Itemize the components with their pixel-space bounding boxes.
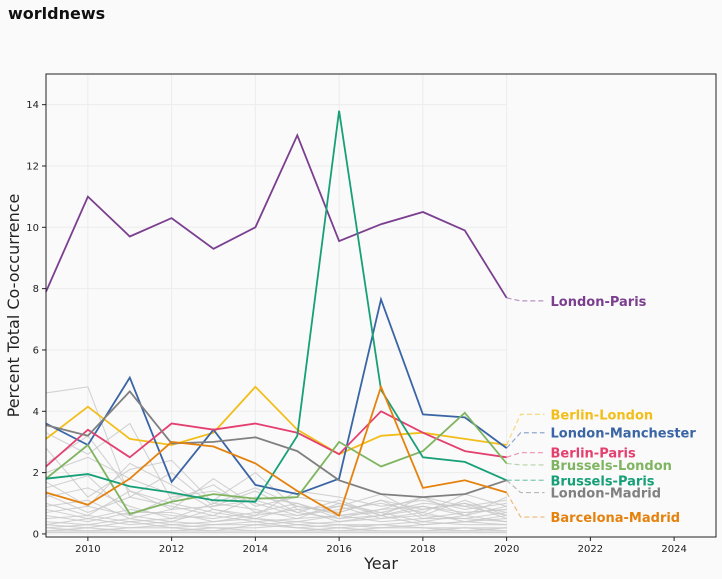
y-axis-label: Percent Total Co-occurrence: [4, 194, 23, 418]
series-label: Barcelona-Madrid: [551, 511, 681, 526]
series-line-london-paris: [45, 132, 508, 299]
x-tick-label: 2022: [578, 544, 603, 555]
series-connector: [506, 297, 545, 302]
background-series-line: [45, 505, 507, 520]
series-line-london-madrid: [45, 390, 507, 499]
series-line-london-manchester: [45, 296, 508, 496]
x-tick-label: 2016: [326, 544, 351, 555]
y-tick-label: 4: [33, 407, 39, 418]
y-tick-label: 6: [33, 345, 39, 356]
background-series-line: [45, 422, 507, 520]
series-label: Berlin-Paris: [551, 447, 637, 462]
background-series-line: [45, 518, 507, 526]
series-line-berlin-paris: [45, 410, 507, 468]
background-series-line: [45, 456, 507, 517]
x-axis-label: Year: [363, 554, 398, 573]
series-line-berlin-london: [45, 385, 507, 456]
chart-title: worldnews: [8, 4, 106, 23]
series-connector: [506, 462, 545, 466]
x-tick-label: 2014: [243, 544, 268, 555]
y-tick-label: 8: [33, 284, 39, 295]
series-label: Brussels-London: [551, 459, 672, 474]
x-tick-label: 2012: [159, 544, 184, 555]
x-tick-label: 2018: [410, 544, 435, 555]
background-series-line: [45, 499, 507, 520]
series-label: Berlin-London: [551, 408, 654, 423]
series-line-brussels-paris: [45, 110, 507, 503]
background-series-line: [45, 514, 507, 523]
x-tick-label: 2010: [75, 544, 100, 555]
series-label: Brussels-Paris: [551, 474, 655, 489]
plot-area: [46, 74, 716, 537]
background-series-line: [45, 435, 507, 514]
background-series-line: [45, 521, 507, 529]
y-tick-label: 14: [26, 100, 39, 111]
axes-frame: [45, 73, 717, 538]
series-label: London-Manchester: [551, 427, 697, 442]
background-series-line: [45, 475, 507, 517]
background-series-line: [45, 508, 507, 523]
background-series-line: [45, 524, 507, 532]
series-connector: [506, 492, 545, 518]
series-connector: [506, 479, 545, 494]
series-line-barcelona-madrid: [45, 384, 507, 517]
y-tick-label: 0: [33, 529, 39, 540]
series-connector: [506, 452, 545, 458]
y-tick-label: 10: [26, 223, 39, 234]
y-tick-label: 2: [33, 468, 39, 479]
series-line-brussels-london: [45, 411, 508, 516]
x-tick-label: 2024: [661, 544, 686, 555]
y-tick-label: 12: [26, 161, 39, 172]
background-series-line: [45, 462, 507, 517]
series-connector: [506, 413, 545, 446]
x-tick-label: 2020: [494, 544, 519, 555]
series-connector: [506, 432, 545, 449]
series-label: London-Paris: [551, 295, 647, 310]
series-label: London-Madrid: [551, 487, 662, 502]
